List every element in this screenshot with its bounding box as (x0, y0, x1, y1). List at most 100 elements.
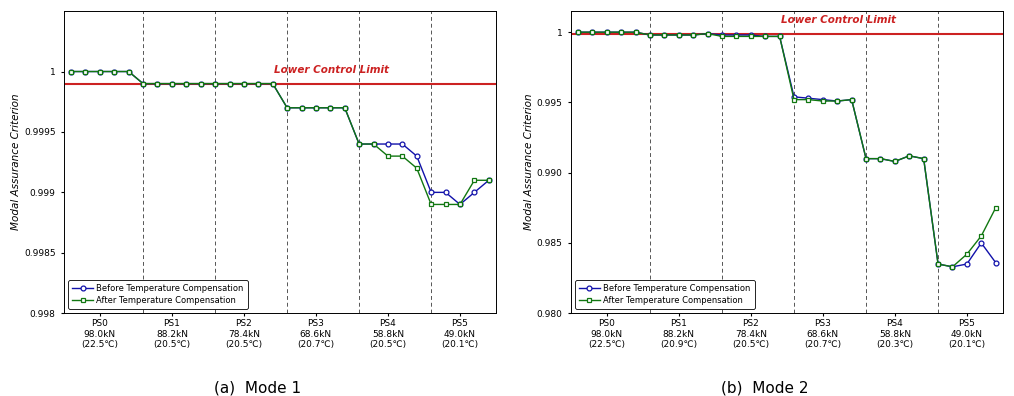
Y-axis label: Modal Assurance Criterion: Modal Assurance Criterion (11, 94, 21, 230)
Before Temperature Compensation (396, 142, 409, 147)
Before Temperature Compensation (831, 99, 844, 103)
Before Temperature Compensation (108, 69, 121, 74)
After Temperature Compensation (658, 32, 670, 37)
After Temperature Compensation (209, 81, 221, 86)
Before Temperature Compensation (353, 142, 365, 147)
Before Temperature Compensation (975, 240, 988, 245)
After Temperature Compensation (759, 34, 772, 39)
Legend: Before Temperature Compensation, After Temperature Compensation: Before Temperature Compensation, After T… (68, 280, 247, 309)
Before Temperature Compensation (759, 34, 772, 39)
Before Temperature Compensation (223, 81, 235, 86)
Before Temperature Compensation (209, 81, 221, 86)
Before Temperature Compensation (137, 81, 149, 86)
After Temperature Compensation (961, 252, 973, 257)
After Temperature Compensation (267, 81, 279, 86)
After Temperature Compensation (774, 34, 786, 39)
After Temperature Compensation (137, 81, 149, 86)
After Temperature Compensation (932, 262, 944, 267)
After Temperature Compensation (108, 69, 121, 74)
Before Temperature Compensation (918, 156, 930, 161)
Before Temperature Compensation (65, 69, 77, 74)
Before Temperature Compensation (846, 97, 858, 102)
Before Temperature Compensation (903, 154, 916, 158)
After Temperature Compensation (223, 81, 235, 86)
Before Temperature Compensation (702, 31, 714, 36)
Before Temperature Compensation (615, 30, 628, 34)
Before Temperature Compensation (468, 190, 481, 195)
Before Temperature Compensation (716, 32, 728, 37)
Before Temperature Compensation (93, 69, 105, 74)
After Temperature Compensation (702, 31, 714, 36)
Before Temperature Compensation (382, 142, 394, 147)
After Temperature Compensation (195, 81, 207, 86)
Before Temperature Compensation (572, 30, 584, 34)
Before Temperature Compensation (79, 69, 91, 74)
After Temperature Compensation (483, 178, 495, 183)
After Temperature Compensation (180, 81, 193, 86)
Before Temperature Compensation (630, 30, 642, 34)
Before Temperature Compensation (788, 94, 800, 99)
Before Temperature Compensation (195, 81, 207, 86)
After Temperature Compensation (572, 30, 584, 34)
Before Temperature Compensation (295, 105, 307, 110)
After Temperature Compensation (644, 32, 656, 37)
Before Temperature Compensation (860, 156, 872, 161)
Before Temperature Compensation (324, 105, 337, 110)
After Temperature Compensation (874, 156, 886, 161)
Before Temperature Compensation (439, 190, 451, 195)
After Temperature Compensation (687, 32, 700, 37)
After Temperature Compensation (468, 178, 481, 183)
Before Temperature Compensation (774, 34, 786, 39)
Before Temperature Compensation (166, 81, 178, 86)
Line: After Temperature Compensation: After Temperature Compensation (576, 30, 998, 269)
After Temperature Compensation (93, 69, 105, 74)
Before Temperature Compensation (367, 142, 379, 147)
After Temperature Compensation (600, 30, 612, 34)
After Temperature Compensation (730, 34, 742, 39)
After Temperature Compensation (744, 34, 756, 39)
Before Temperature Compensation (238, 81, 250, 86)
After Temperature Compensation (586, 30, 598, 34)
After Temperature Compensation (990, 206, 1002, 210)
After Temperature Compensation (454, 202, 466, 207)
After Temperature Compensation (123, 69, 135, 74)
After Temperature Compensation (281, 105, 293, 110)
After Temperature Compensation (151, 81, 163, 86)
After Temperature Compensation (65, 69, 77, 74)
Before Temperature Compensation (687, 32, 700, 37)
Text: Lower Control Limit: Lower Control Limit (274, 65, 389, 74)
After Temperature Compensation (903, 154, 916, 158)
After Temperature Compensation (425, 202, 437, 207)
After Temperature Compensation (788, 97, 800, 102)
Legend: Before Temperature Compensation, After Temperature Compensation: Before Temperature Compensation, After T… (575, 280, 754, 309)
Before Temperature Compensation (339, 105, 351, 110)
Before Temperature Compensation (802, 96, 814, 101)
Before Temperature Compensation (744, 32, 756, 37)
After Temperature Compensation (831, 99, 844, 103)
After Temperature Compensation (672, 32, 684, 37)
Before Temperature Compensation (644, 32, 656, 37)
After Temperature Compensation (339, 105, 351, 110)
Before Temperature Compensation (990, 260, 1002, 265)
After Temperature Compensation (888, 159, 900, 164)
After Temperature Compensation (166, 81, 178, 86)
After Temperature Compensation (816, 99, 828, 103)
After Temperature Compensation (310, 105, 322, 110)
Before Temperature Compensation (600, 30, 612, 34)
After Temperature Compensation (238, 81, 250, 86)
After Temperature Compensation (382, 154, 394, 158)
Before Temperature Compensation (946, 265, 958, 269)
Before Temperature Compensation (483, 178, 495, 183)
After Temperature Compensation (411, 166, 423, 171)
Before Temperature Compensation (888, 159, 900, 164)
Before Temperature Compensation (730, 32, 742, 37)
Before Temperature Compensation (454, 202, 466, 207)
After Temperature Compensation (615, 30, 628, 34)
After Temperature Compensation (716, 34, 728, 39)
Text: (b)  Mode 2: (b) Mode 2 (721, 380, 808, 395)
Line: Before Temperature Compensation: Before Temperature Compensation (576, 30, 998, 269)
After Temperature Compensation (860, 156, 872, 161)
After Temperature Compensation (439, 202, 451, 207)
After Temperature Compensation (79, 69, 91, 74)
After Temperature Compensation (367, 142, 379, 147)
